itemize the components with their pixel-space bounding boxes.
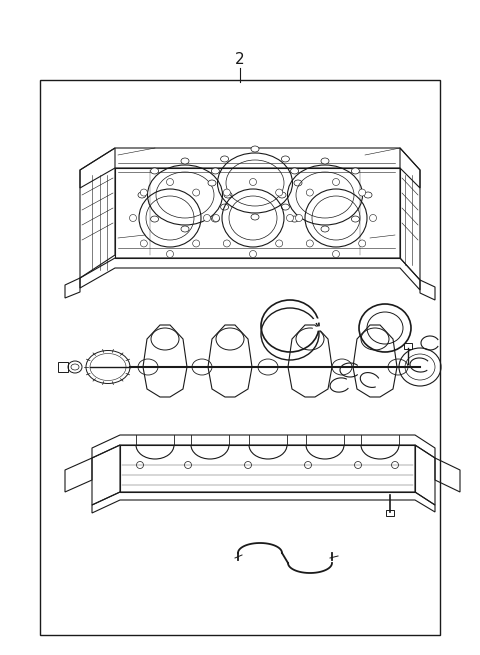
Ellipse shape xyxy=(223,189,230,196)
Ellipse shape xyxy=(204,214,211,221)
Ellipse shape xyxy=(359,240,366,247)
Ellipse shape xyxy=(278,192,286,198)
Ellipse shape xyxy=(208,180,216,186)
Ellipse shape xyxy=(130,214,136,221)
Ellipse shape xyxy=(211,216,219,222)
Ellipse shape xyxy=(276,189,283,196)
Ellipse shape xyxy=(211,168,219,174)
Ellipse shape xyxy=(333,250,339,257)
Ellipse shape xyxy=(251,214,259,220)
Ellipse shape xyxy=(306,189,313,196)
Ellipse shape xyxy=(359,189,366,196)
Bar xyxy=(386,510,394,516)
Ellipse shape xyxy=(321,226,329,232)
Ellipse shape xyxy=(306,240,313,247)
Ellipse shape xyxy=(281,204,289,210)
Ellipse shape xyxy=(221,204,228,210)
Bar xyxy=(404,343,412,349)
Ellipse shape xyxy=(167,179,173,185)
Ellipse shape xyxy=(221,156,228,162)
Ellipse shape xyxy=(192,189,200,196)
Ellipse shape xyxy=(281,156,289,162)
Bar xyxy=(40,80,440,635)
Bar xyxy=(58,362,68,372)
Ellipse shape xyxy=(140,240,147,247)
Ellipse shape xyxy=(140,189,147,196)
Ellipse shape xyxy=(224,192,232,198)
Ellipse shape xyxy=(287,214,293,221)
Ellipse shape xyxy=(251,146,259,152)
Ellipse shape xyxy=(364,192,372,198)
Text: 2: 2 xyxy=(235,52,245,67)
Ellipse shape xyxy=(138,192,146,198)
Ellipse shape xyxy=(223,240,230,247)
Ellipse shape xyxy=(296,214,302,221)
Ellipse shape xyxy=(151,168,158,174)
Ellipse shape xyxy=(250,179,256,185)
Ellipse shape xyxy=(181,158,189,164)
Ellipse shape xyxy=(321,158,329,164)
Ellipse shape xyxy=(333,179,339,185)
Ellipse shape xyxy=(192,240,200,247)
Ellipse shape xyxy=(290,216,299,222)
Ellipse shape xyxy=(167,250,173,257)
Ellipse shape xyxy=(250,250,256,257)
Ellipse shape xyxy=(351,216,360,222)
Ellipse shape xyxy=(213,214,219,221)
Ellipse shape xyxy=(151,216,158,222)
Ellipse shape xyxy=(351,168,360,174)
Ellipse shape xyxy=(181,226,189,232)
Ellipse shape xyxy=(294,180,302,186)
Ellipse shape xyxy=(370,214,376,221)
Ellipse shape xyxy=(290,168,299,174)
Ellipse shape xyxy=(276,240,283,247)
